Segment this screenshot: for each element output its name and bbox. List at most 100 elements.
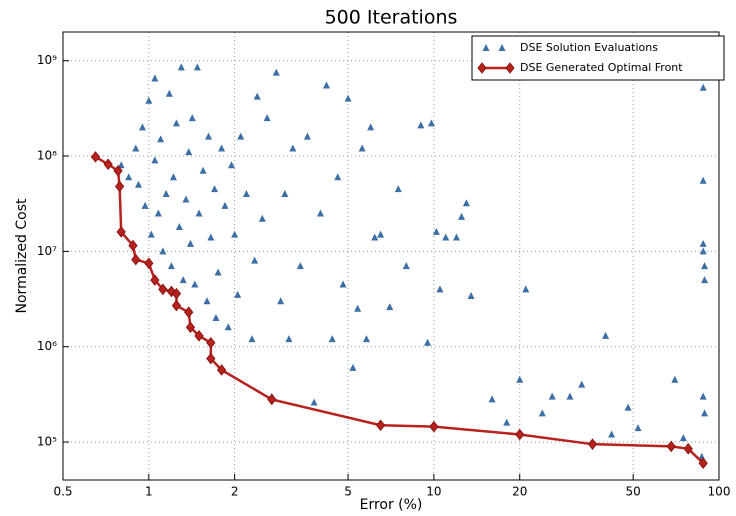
triangle-point (303, 132, 311, 140)
triangle-point (608, 430, 616, 438)
diamond-point (113, 165, 123, 177)
triangle-point (377, 230, 385, 238)
triangle-point (522, 285, 530, 293)
diamond-point (515, 428, 525, 441)
triangle-point (151, 156, 159, 164)
diamond-point (114, 180, 125, 193)
legend-box (471, 35, 725, 81)
diamond-point (194, 330, 204, 342)
triangle-point (231, 230, 239, 238)
triangle-point (234, 290, 242, 298)
diamond-point (150, 274, 160, 286)
triangle-point (162, 189, 170, 197)
triangle-point (394, 185, 402, 193)
triangle-point (147, 230, 155, 238)
y-tick-label: 10⁷ (37, 244, 57, 258)
chart-title: 500 Iterations (325, 7, 458, 29)
triangle-point (634, 424, 642, 432)
triangle-point (193, 63, 201, 71)
diamond-point (375, 419, 386, 432)
triangle-point (218, 144, 226, 152)
diamond-point (144, 257, 154, 270)
plot-frame (62, 31, 720, 481)
triangle-point (177, 63, 185, 71)
y-tick-label: 10⁹ (37, 53, 57, 67)
triangle-point (316, 209, 324, 217)
diamond-point (505, 62, 515, 74)
triangle-point (211, 185, 219, 193)
triangle-point (467, 292, 475, 300)
triangle-point (482, 44, 490, 51)
triangle-point (699, 176, 707, 184)
diamond-point (171, 287, 182, 300)
diamond-point (206, 352, 216, 365)
y-tick-label: 10⁸ (37, 149, 57, 163)
legend-label: DSE Generated Optimal Front (520, 61, 683, 74)
triangle-point (237, 132, 245, 140)
triangle-point (169, 173, 177, 181)
triangle-point (212, 314, 220, 322)
triangle-point (402, 262, 410, 270)
y-tick-label: 10⁵ (37, 435, 57, 449)
triangle-point (699, 239, 707, 247)
x-tick-label: 50 (626, 485, 641, 499)
diamond-point (216, 364, 227, 376)
x-axis-label: Error (%) (360, 497, 423, 513)
triangle-point (138, 123, 146, 131)
triangle-point (145, 96, 153, 104)
triangle-point (188, 114, 196, 122)
triangle-point (251, 256, 259, 264)
diamond-point (666, 440, 676, 453)
diamond-point (477, 62, 487, 74)
triangle-point (191, 280, 199, 288)
triangle-point (185, 148, 193, 156)
legend: DSE Solution Evaluations DSE Generated Op… (471, 35, 725, 81)
diamond-point (698, 457, 708, 470)
triangle-point (242, 189, 250, 197)
triangle-point (436, 285, 444, 293)
triangle-point (671, 375, 679, 383)
triangle-point (339, 280, 347, 288)
triangle-point (432, 227, 440, 235)
triangle-point (203, 297, 211, 305)
triangle-point (285, 335, 293, 343)
triangle-point (458, 212, 466, 220)
triangle-point (207, 233, 215, 241)
triangle-point (699, 392, 707, 400)
triangle-point (258, 214, 266, 222)
triangle-point (488, 395, 496, 403)
triangle-point (349, 363, 357, 371)
triangle-point (167, 262, 175, 270)
x-tick-label: 5 (344, 485, 352, 499)
triangle-point (424, 338, 432, 346)
triangle-point (701, 276, 709, 284)
triangle-point (367, 123, 375, 131)
y-tick-label: 10⁶ (37, 339, 57, 353)
triangle-point (310, 398, 318, 406)
triangle-point (221, 201, 229, 209)
triangle-point (699, 247, 707, 255)
triangle-point (132, 144, 140, 152)
x-tick-label: 100 (708, 485, 731, 499)
triangle-point (442, 233, 450, 241)
triangle-point (701, 262, 709, 270)
triangle-point (578, 380, 586, 388)
triangle-point (248, 335, 256, 343)
triangle-point (117, 161, 125, 169)
triangle-point (417, 121, 425, 129)
triangle-point (281, 189, 289, 197)
diamond-point (185, 321, 196, 334)
triangle-point (134, 180, 142, 188)
triangle-point (205, 132, 213, 140)
triangle-point (224, 323, 232, 331)
diamond-point (683, 442, 693, 455)
x-tick-label: 10 (426, 485, 441, 499)
triangle-point (277, 297, 285, 305)
triangle-point (358, 144, 366, 152)
triangle-point (362, 335, 370, 343)
triangle-point (214, 268, 222, 276)
x-tick-label: 2 (231, 485, 239, 499)
triangle-point (186, 239, 194, 247)
triangle-point (624, 403, 632, 411)
